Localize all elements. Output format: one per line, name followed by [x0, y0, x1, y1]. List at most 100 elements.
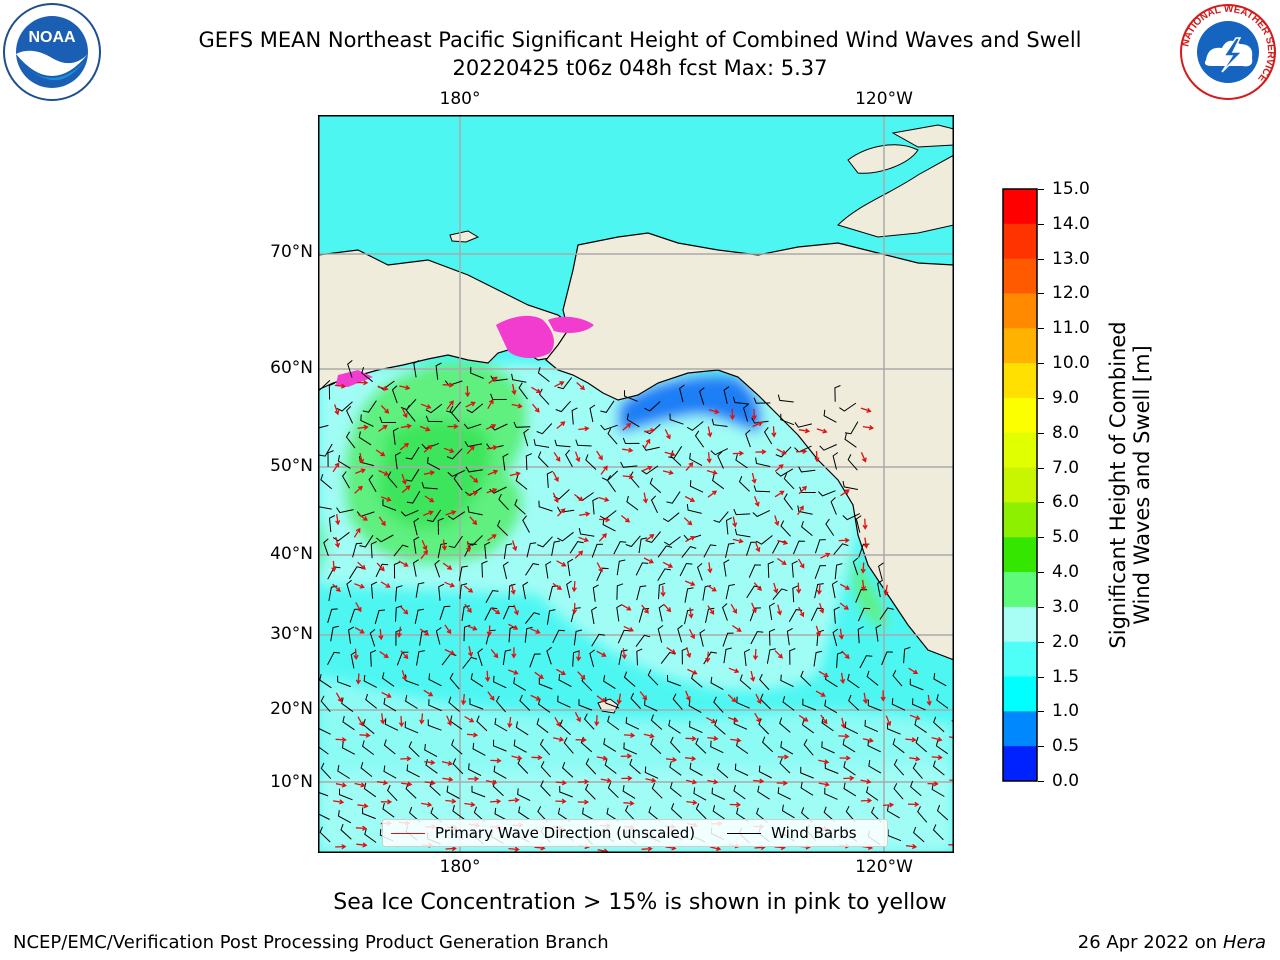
wave-direction-arrow	[686, 799, 698, 806]
wind-barb	[903, 646, 911, 664]
wave-direction-arrow	[485, 779, 498, 785]
wind-barb	[446, 448, 463, 460]
wind-barb	[855, 589, 868, 603]
wind-barb	[525, 563, 540, 576]
wind-barb	[466, 535, 483, 546]
colorbar-tick-label: 2.0	[1052, 631, 1080, 652]
wave-direction-arrow	[378, 516, 386, 527]
wind-barb	[843, 782, 857, 797]
wave-direction-arrow	[666, 647, 677, 654]
wind-barb	[514, 499, 526, 515]
wave-direction-arrow	[706, 584, 717, 592]
wave-direction-arrow	[706, 452, 712, 464]
wind-barb	[360, 762, 373, 777]
wave-direction-arrow	[909, 756, 921, 762]
footer-date: 26 Apr 2022 on Hera	[1078, 932, 1266, 953]
wave-direction-arrow	[820, 552, 831, 559]
colorbar-tick-mark	[1038, 223, 1044, 225]
wind-barb	[391, 385, 398, 404]
wave-direction-arrow	[685, 462, 694, 472]
wave-direction-arrow	[441, 760, 453, 766]
wind-barb	[493, 675, 507, 689]
wind-barb	[758, 765, 772, 779]
wind-barb	[617, 629, 631, 644]
wind-barb	[662, 512, 680, 523]
wind-barb	[589, 404, 596, 423]
wind-barb	[318, 791, 329, 797]
wind-barb	[775, 468, 794, 477]
wind-barb	[677, 624, 683, 643]
wave-direction-arrow	[333, 799, 345, 805]
wave-direction-arrow	[420, 549, 428, 560]
wave-direction-arrow	[574, 550, 584, 559]
wind-barb	[624, 390, 638, 402]
wind-barb	[539, 738, 551, 756]
wind-barb	[933, 673, 947, 687]
wind-barb	[470, 673, 484, 688]
wind-barb	[337, 810, 352, 824]
wave-direction-arrow	[423, 510, 434, 517]
wave-direction-arrow	[820, 714, 828, 725]
wave-direction-arrow	[685, 736, 697, 742]
wind-barb	[813, 650, 823, 667]
wind-barb	[786, 627, 793, 646]
wind-barb	[818, 490, 836, 497]
wind-barb	[830, 497, 837, 515]
wind-barb	[749, 607, 762, 622]
wind-barb	[710, 740, 724, 754]
wind-barb	[823, 806, 836, 822]
colorbar-segment	[1003, 223, 1037, 260]
wave-direction-arrow	[354, 782, 366, 788]
wind-barb	[406, 490, 421, 504]
wind-barb	[529, 653, 541, 668]
wind-barb	[451, 739, 463, 755]
wind-barb	[717, 451, 724, 469]
wave-direction-arrow	[445, 846, 457, 852]
wind-barb	[362, 807, 376, 820]
wind-barb	[711, 418, 728, 427]
wave-direction-arrow	[376, 562, 385, 572]
wind-barb	[511, 373, 527, 383]
wind-barb	[327, 651, 340, 666]
wave-direction-arrow	[463, 585, 474, 593]
colorbar-segment	[1003, 606, 1037, 643]
colorbar-tick-label: 8.0	[1052, 422, 1080, 443]
wind-barb	[670, 736, 681, 754]
wave-direction-arrow	[353, 527, 361, 538]
sea-ice-bering	[496, 315, 554, 359]
wind-barb	[546, 470, 553, 488]
wind-barb	[644, 766, 659, 779]
wind-barb	[546, 646, 552, 665]
wave-direction-arrow	[577, 799, 590, 805]
wave-direction-arrow	[754, 541, 761, 553]
wind-barb	[323, 538, 329, 557]
wind-barb	[405, 405, 416, 422]
wave-direction-arrow	[596, 755, 608, 761]
wind-barb	[414, 608, 425, 625]
wind-barb	[362, 400, 377, 413]
gridlines	[318, 115, 954, 853]
wind-barb	[832, 452, 839, 470]
wave-direction-arrow	[490, 798, 502, 805]
wind-barb	[394, 451, 401, 470]
wind-barb	[910, 780, 922, 797]
wave-direction-arrow	[445, 798, 457, 804]
wind-barb	[763, 426, 773, 445]
wind-barb	[864, 719, 879, 733]
wind-barb	[844, 421, 859, 435]
wind-barb	[524, 626, 533, 643]
wave-direction-arrow	[814, 451, 820, 463]
wave-direction-arrow	[531, 754, 543, 761]
colorbar-tick-label: 5.0	[1052, 527, 1080, 548]
wave-direction-arrow	[419, 628, 430, 636]
wave-direction-arrow	[511, 647, 517, 659]
wave-direction-arrow	[380, 581, 391, 588]
wind-barb	[592, 497, 599, 515]
colorbar-label-line1: Significant Height of Combined	[1106, 321, 1130, 649]
wave-direction-arrow	[574, 451, 581, 463]
wind-barb	[800, 670, 812, 687]
wind-barb	[620, 461, 638, 468]
wind-barb	[413, 536, 420, 554]
wind-barb	[604, 759, 617, 774]
wind-barb	[757, 785, 770, 800]
